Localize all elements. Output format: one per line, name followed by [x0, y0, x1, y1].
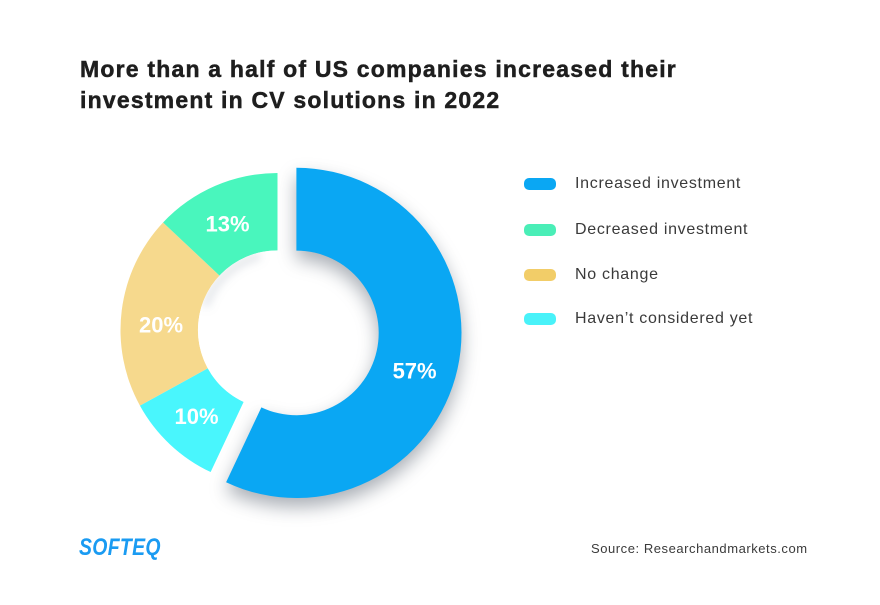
- svg-text:SOFTEQ: SOFTEQ: [79, 533, 161, 560]
- svg-text:20%: 20%: [139, 313, 183, 338]
- svg-text:13%: 13%: [205, 212, 249, 237]
- svg-text:57%: 57%: [393, 359, 437, 384]
- svg-text:10%: 10%: [174, 404, 218, 429]
